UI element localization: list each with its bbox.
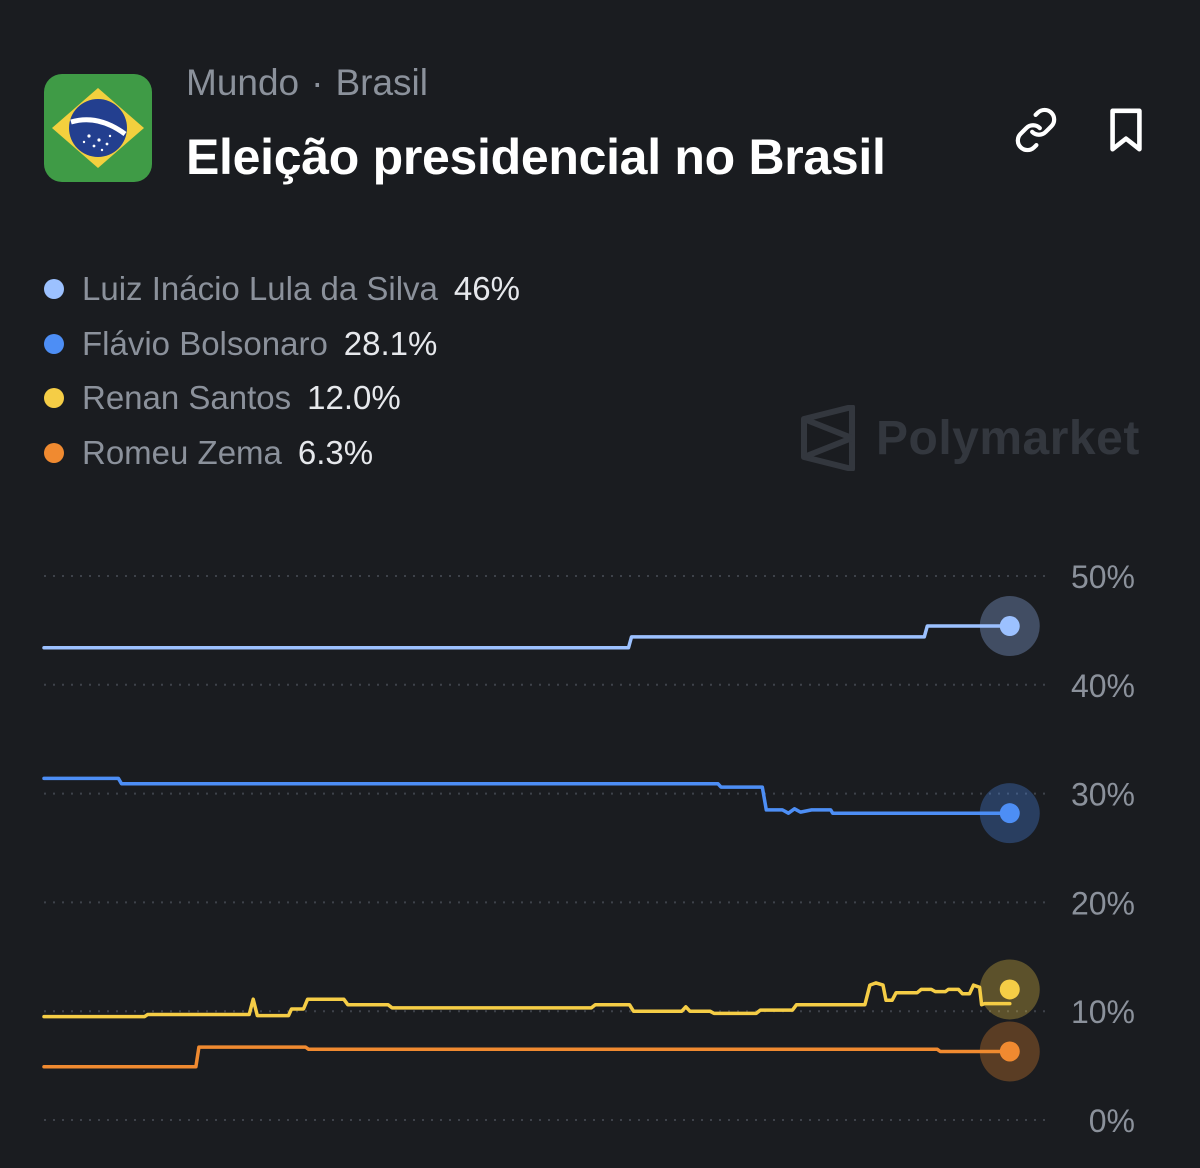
series-line <box>42 981 1012 1019</box>
bookmark-icon <box>1110 108 1142 152</box>
series-end-point[interactable] <box>999 616 1020 637</box>
breadcrumb-item-brasil[interactable]: Brasil <box>335 62 428 103</box>
series-end-point[interactable] <box>999 803 1020 824</box>
series-end-point[interactable] <box>999 979 1020 1000</box>
legend-item: Renan Santos 12.0% <box>44 371 520 426</box>
y-tick-label: 30% <box>1071 777 1135 813</box>
y-tick-label: 40% <box>1071 668 1135 704</box>
flag-brazil-icon <box>44 74 152 182</box>
legend-name: Romeu Zema <box>82 433 282 471</box>
legend-value: 28.1% <box>343 324 438 362</box>
legend-dot <box>44 388 64 409</box>
legend-name: Luiz Inácio Lula da Silva <box>82 270 438 308</box>
breadcrumb: Mundo · Brasil <box>186 62 428 104</box>
legend-item: Luiz Inácio Lula da Silva 46% <box>44 262 520 317</box>
watermark-text: Polymarket <box>876 411 1140 465</box>
legend-dot <box>44 442 64 463</box>
legend-value: 6.3% <box>297 433 374 471</box>
bookmark-button[interactable] <box>1096 100 1156 160</box>
legend-value: 46% <box>453 270 520 308</box>
copy-link-button[interactable] <box>1006 100 1066 160</box>
breadcrumb-separator: · <box>311 62 324 103</box>
legend-name: Renan Santos <box>82 379 292 417</box>
legend-dot <box>44 279 64 300</box>
series-line <box>42 1045 1012 1069</box>
series-line <box>42 776 1012 815</box>
polymarket-watermark: Polymarket <box>800 405 1140 471</box>
breadcrumb-item-mundo[interactable]: Mundo <box>186 62 300 103</box>
legend-item: Flávio Bolsonaro 28.1% <box>44 317 520 372</box>
polymarket-logo-icon <box>801 405 855 471</box>
legend-dot <box>44 333 64 354</box>
legend-item: Romeu Zema 6.3% <box>44 426 520 481</box>
y-tick-label: 20% <box>1071 885 1135 921</box>
series-end-point[interactable] <box>999 1041 1020 1062</box>
y-tick-label: 0% <box>1089 1103 1135 1139</box>
link-icon <box>1015 107 1057 153</box>
legend-value: 12.0% <box>307 379 401 417</box>
series-line <box>42 624 1012 650</box>
y-tick-label: 50% <box>1071 559 1135 595</box>
chart-legend: Luiz Inácio Lula da Silva 46% Flávio Bol… <box>44 262 520 480</box>
y-tick-label: 10% <box>1071 994 1135 1030</box>
legend-name: Flávio Bolsonaro <box>82 324 328 362</box>
page-title: Eleição presidencial no Brasil <box>186 129 886 185</box>
